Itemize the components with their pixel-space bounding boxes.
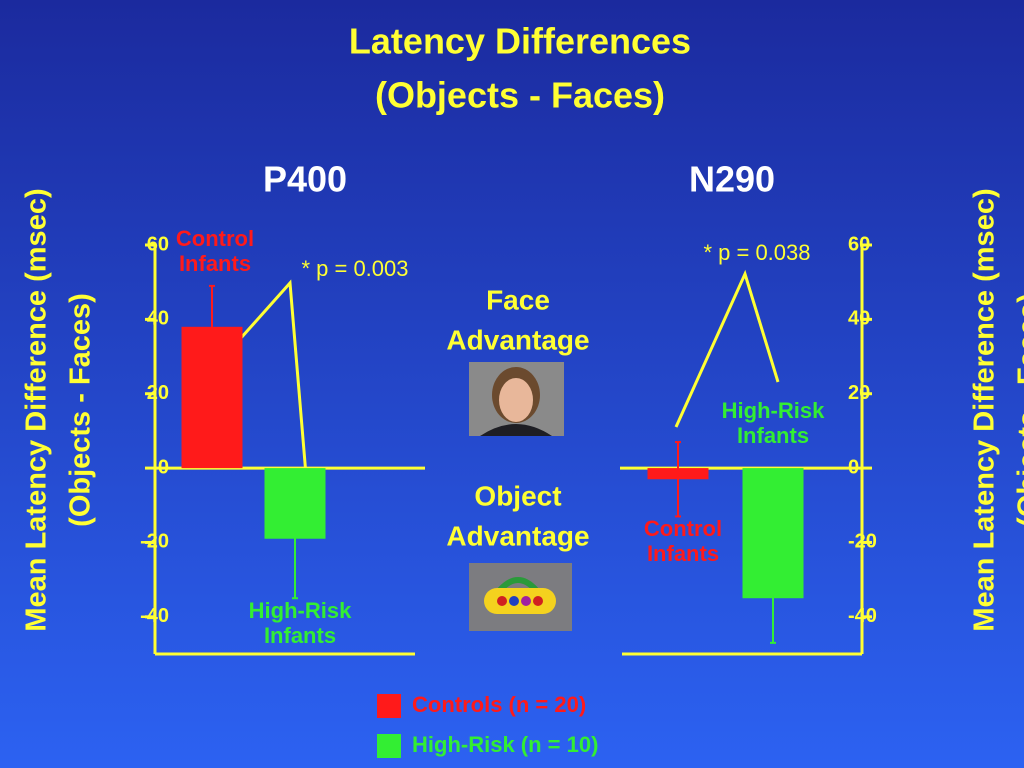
y-tick-label: 40 [848, 308, 870, 330]
legend-swatch [377, 734, 401, 758]
legend-label: Controls (n = 20) [412, 692, 586, 717]
panel-title: N290 [689, 159, 775, 200]
annotation: Advantage [446, 324, 589, 355]
p-value: * p = 0.038 [703, 240, 810, 265]
legend-swatch [377, 694, 401, 718]
y-tick-label: 0 [848, 456, 859, 478]
annotation: Advantage [446, 520, 589, 551]
y-tick-label: 60 [848, 233, 870, 255]
bar [647, 468, 709, 480]
bar-label: High-Risk [722, 398, 825, 423]
y-tick-label: 20 [147, 382, 169, 404]
y-tick-label: 40 [147, 308, 169, 330]
bar-label: Infants [179, 251, 251, 276]
bar-label: Control [176, 226, 254, 251]
y-tick-label: 20 [848, 382, 870, 404]
face-image [469, 362, 564, 436]
bar-label: Infants [737, 423, 809, 448]
p-value: * p = 0.003 [301, 256, 408, 281]
y-tick-label: -40 [140, 605, 169, 627]
bar-label: Infants [264, 623, 336, 648]
y-tick-label: -40 [848, 605, 877, 627]
y-axis-label: Mean Latency Difference (msec) [969, 188, 1001, 631]
panel-title: P400 [263, 159, 347, 200]
bar [181, 326, 243, 469]
annotation: Object [474, 480, 561, 511]
bar [742, 468, 804, 599]
bar-label: Control [644, 516, 722, 541]
significance-line [674, 269, 780, 428]
y-axis-label: (Objects - Faces) [65, 293, 97, 527]
y-tick-label: 0 [158, 456, 169, 478]
y-tick-label: -20 [140, 531, 169, 553]
bar-label: Infants [647, 541, 719, 566]
legend-label: High-Risk (n = 10) [412, 732, 598, 757]
chart-subtitle: (Objects - Faces) [375, 75, 665, 116]
y-axis-label: Mean Latency Difference (msec) [21, 188, 53, 631]
annotation: Face [486, 284, 550, 315]
bar-label: High-Risk [249, 598, 352, 623]
toy-image [469, 563, 572, 631]
y-tick-label: 60 [147, 233, 169, 255]
bar [264, 468, 326, 539]
y-axis-label: (Objects - Faces) [1013, 293, 1024, 527]
y-tick-label: -20 [848, 531, 877, 553]
chart-title: Latency Differences [349, 21, 691, 62]
